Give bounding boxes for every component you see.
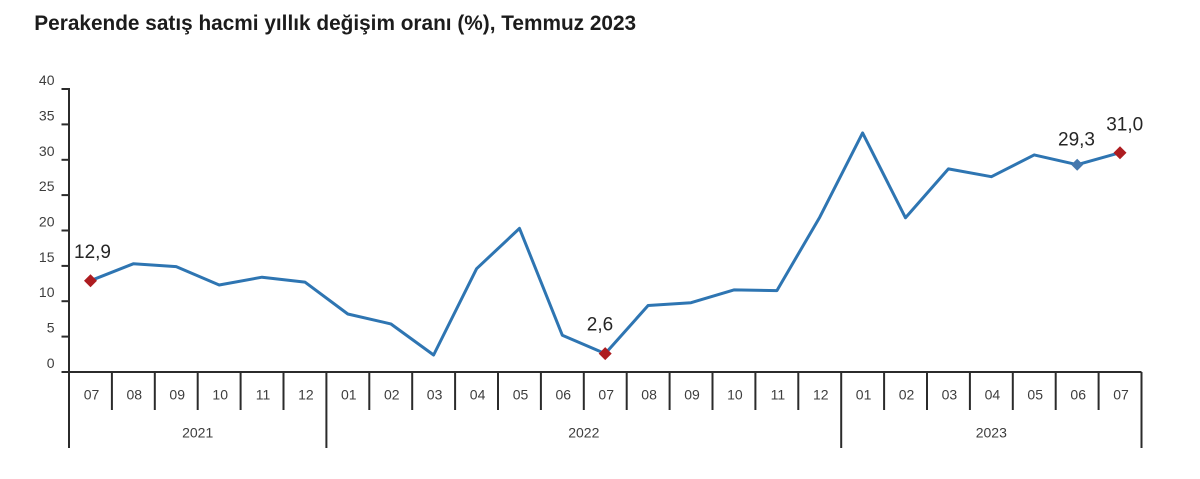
svg-text:03: 03 [427,387,443,403]
svg-text:03: 03 [942,387,958,403]
svg-text:05: 05 [513,387,529,403]
svg-text:12: 12 [813,387,829,403]
svg-text:07: 07 [1113,387,1129,403]
svg-text:12,9: 12,9 [74,242,111,263]
svg-text:09: 09 [684,387,700,403]
svg-text:02: 02 [899,387,915,403]
svg-text:08: 08 [127,387,143,403]
svg-text:04: 04 [985,387,1001,403]
svg-text:20: 20 [39,214,55,230]
svg-text:2,6: 2,6 [587,315,613,336]
svg-text:10: 10 [212,387,228,403]
svg-text:10: 10 [39,284,55,300]
svg-text:04: 04 [470,387,486,403]
svg-text:35: 35 [39,107,55,123]
svg-text:09: 09 [169,387,185,403]
svg-text:25: 25 [39,178,55,194]
svg-text:29,3: 29,3 [1058,130,1095,151]
svg-text:11: 11 [256,387,271,403]
svg-text:01: 01 [856,387,872,403]
svg-text:07: 07 [84,387,100,403]
svg-text:08: 08 [641,387,657,403]
svg-text:2022: 2022 [568,425,599,441]
svg-text:30: 30 [39,143,55,159]
svg-text:07: 07 [598,387,614,403]
svg-text:Perakende satış hacmi yıllık d: Perakende satış hacmi yıllık değişim ora… [34,12,636,35]
svg-text:01: 01 [341,387,357,403]
svg-text:2023: 2023 [976,425,1007,441]
svg-text:06: 06 [1070,387,1086,403]
svg-text:02: 02 [384,387,400,403]
svg-text:40: 40 [39,72,55,88]
svg-text:06: 06 [556,387,572,403]
svg-text:10: 10 [727,387,743,403]
svg-text:15: 15 [39,249,55,265]
svg-text:5: 5 [47,320,55,336]
svg-text:2021: 2021 [182,425,213,441]
svg-text:05: 05 [1027,387,1043,403]
svg-text:0: 0 [47,355,55,371]
svg-text:11: 11 [771,387,786,403]
svg-text:31,0: 31,0 [1106,115,1143,136]
svg-text:12: 12 [298,387,314,403]
